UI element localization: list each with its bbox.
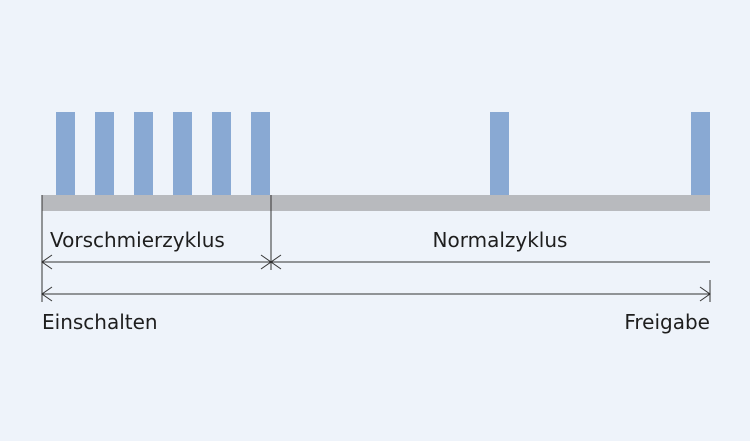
time-axis-bar (42, 195, 710, 211)
pulse (691, 112, 710, 196)
pulses (56, 112, 710, 196)
arrow (41, 254, 53, 270)
pulse (212, 112, 231, 196)
pulse (56, 112, 75, 196)
label: Freigabe (624, 310, 710, 334)
label: Einschalten (42, 310, 158, 334)
dimension-lines (41, 195, 711, 302)
arrow (270, 254, 282, 270)
pulse (490, 112, 509, 196)
label: Vorschmierzyklus (50, 228, 225, 252)
label: Normalzyklus (433, 228, 568, 252)
pulse (251, 112, 270, 196)
pulse (95, 112, 114, 196)
pulse (173, 112, 192, 196)
pulse (134, 112, 153, 196)
arrow (699, 286, 711, 302)
arrow (41, 286, 53, 302)
